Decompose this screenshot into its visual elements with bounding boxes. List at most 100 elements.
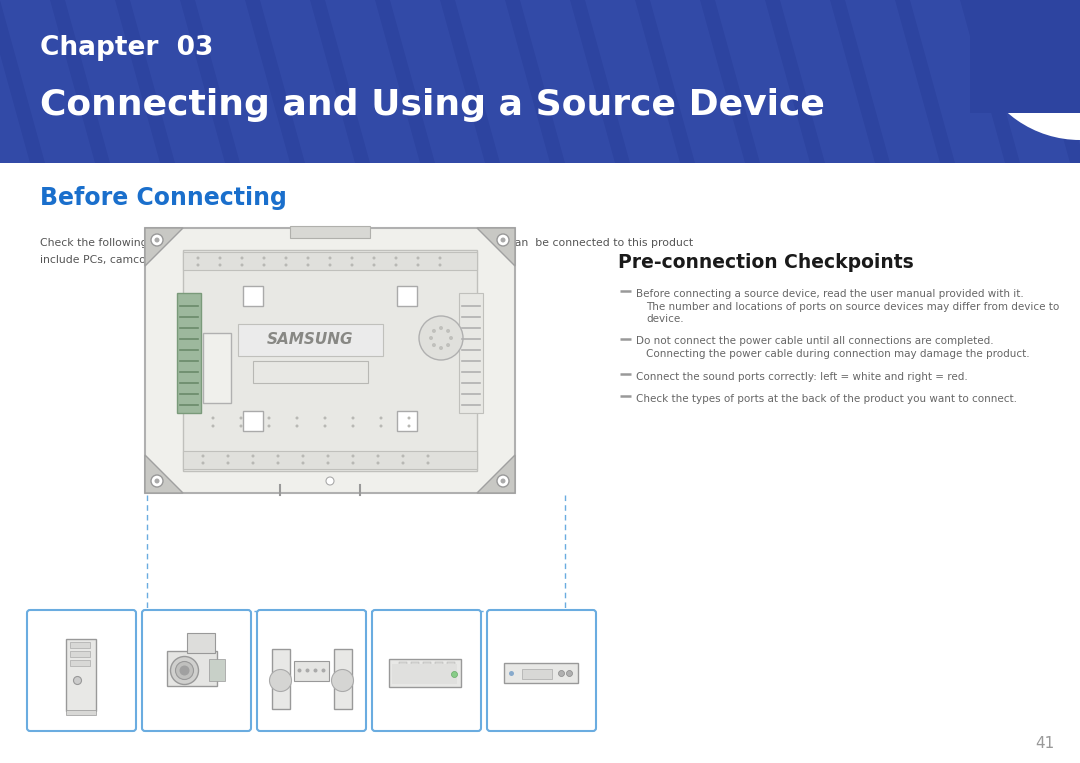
Polygon shape [975,0,1070,163]
Circle shape [151,234,163,246]
Bar [391,664,457,684]
Circle shape [394,263,397,266]
Bar [69,659,90,665]
Circle shape [379,424,382,427]
Circle shape [241,263,243,266]
Circle shape [377,455,379,458]
Circle shape [497,475,509,487]
Bar [145,228,515,493]
Circle shape [328,256,332,259]
Circle shape [373,256,376,259]
Circle shape [179,665,189,675]
Circle shape [417,263,419,266]
Bar [0,0,1080,163]
Circle shape [446,329,450,333]
Bar [399,662,406,665]
Bar [177,293,201,413]
Circle shape [284,263,287,266]
Circle shape [332,669,353,691]
Circle shape [326,455,329,458]
Circle shape [379,417,382,420]
Circle shape [296,424,298,427]
Circle shape [427,455,430,458]
Bar [238,324,383,356]
Polygon shape [130,0,225,163]
FancyBboxPatch shape [372,610,481,731]
Circle shape [313,668,318,672]
Circle shape [202,455,204,458]
Text: include PCs, camcorders, speakers, set top boxes and DVD/Blu-ray Disc players.: include PCs, camcorders, speakers, set t… [40,255,477,265]
Circle shape [429,336,433,340]
Text: SAMSUNG: SAMSUNG [267,332,354,347]
Bar [243,410,264,430]
Circle shape [438,256,442,259]
Circle shape [509,671,514,676]
Circle shape [326,462,329,465]
Polygon shape [455,0,550,163]
Circle shape [175,662,193,680]
Circle shape [227,462,229,465]
Circle shape [451,671,458,678]
Circle shape [326,477,334,485]
FancyBboxPatch shape [27,610,136,731]
Text: device.: device. [646,314,684,324]
Circle shape [373,263,376,266]
Circle shape [438,346,443,350]
Polygon shape [390,0,485,163]
Text: Before connecting a source device, read the user manual provided with it.: Before connecting a source device, read … [636,289,1024,299]
Circle shape [394,256,397,259]
Circle shape [212,417,215,420]
Circle shape [322,668,325,672]
Circle shape [154,237,160,243]
Circle shape [500,478,505,484]
Circle shape [407,424,410,427]
Bar [166,651,216,685]
Circle shape [427,462,430,465]
Polygon shape [477,228,515,266]
Circle shape [324,417,326,420]
Circle shape [438,263,442,266]
FancyBboxPatch shape [257,610,366,731]
Polygon shape [0,0,30,163]
Circle shape [218,263,221,266]
Circle shape [351,256,353,259]
Circle shape [297,668,301,672]
Circle shape [284,256,287,259]
Text: Check the types of ports at the back of the product you want to connect.: Check the types of ports at the back of … [636,394,1017,404]
Polygon shape [0,0,95,163]
Polygon shape [585,0,680,163]
Bar [183,250,477,471]
Bar [434,662,443,665]
Bar [459,293,483,413]
Text: Do not connect the power cable until all connections are completed.: Do not connect the power cable until all… [636,336,994,346]
Circle shape [377,462,379,465]
Circle shape [241,256,243,259]
Circle shape [262,256,266,259]
Circle shape [351,417,354,420]
Bar [422,662,431,665]
Circle shape [328,263,332,266]
Circle shape [449,336,453,340]
Circle shape [240,417,243,420]
Circle shape [417,256,419,259]
Circle shape [432,343,436,347]
Circle shape [202,462,204,465]
Bar [69,642,90,648]
Circle shape [151,475,163,487]
Polygon shape [145,228,183,266]
Bar [183,252,477,270]
Circle shape [252,455,255,458]
Bar [970,0,1080,113]
Circle shape [407,417,410,420]
Circle shape [171,656,199,684]
Circle shape [301,455,305,458]
Bar [397,410,417,430]
Circle shape [296,417,298,420]
Circle shape [500,237,505,243]
Circle shape [306,668,310,672]
Text: Before Connecting: Before Connecting [40,186,287,210]
Circle shape [154,478,160,484]
Bar [389,658,460,687]
Circle shape [446,343,450,347]
Bar [243,285,264,305]
